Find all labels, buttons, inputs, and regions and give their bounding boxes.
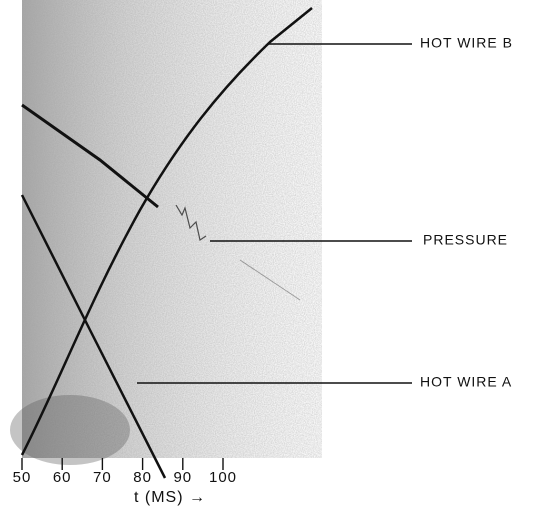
x-axis-label: t (MS) → xyxy=(134,489,206,506)
x-tick-label: 90 xyxy=(173,469,192,486)
annotation: HOT WIRE B xyxy=(420,35,513,51)
annotation: PRESSURE xyxy=(423,232,508,248)
x-tick-label: 100 xyxy=(209,469,237,486)
x-tick-label: 80 xyxy=(133,469,152,486)
x-tick-label: 50 xyxy=(13,469,32,486)
annotation: HOT WIRE A xyxy=(420,374,512,390)
chart: HOT WIRE B PRESSURE HOT WIRE A t (MS) → … xyxy=(0,0,539,514)
scope-background xyxy=(10,0,322,465)
x-tick-label: 70 xyxy=(93,469,112,486)
x-tick-label: 60 xyxy=(53,469,72,486)
